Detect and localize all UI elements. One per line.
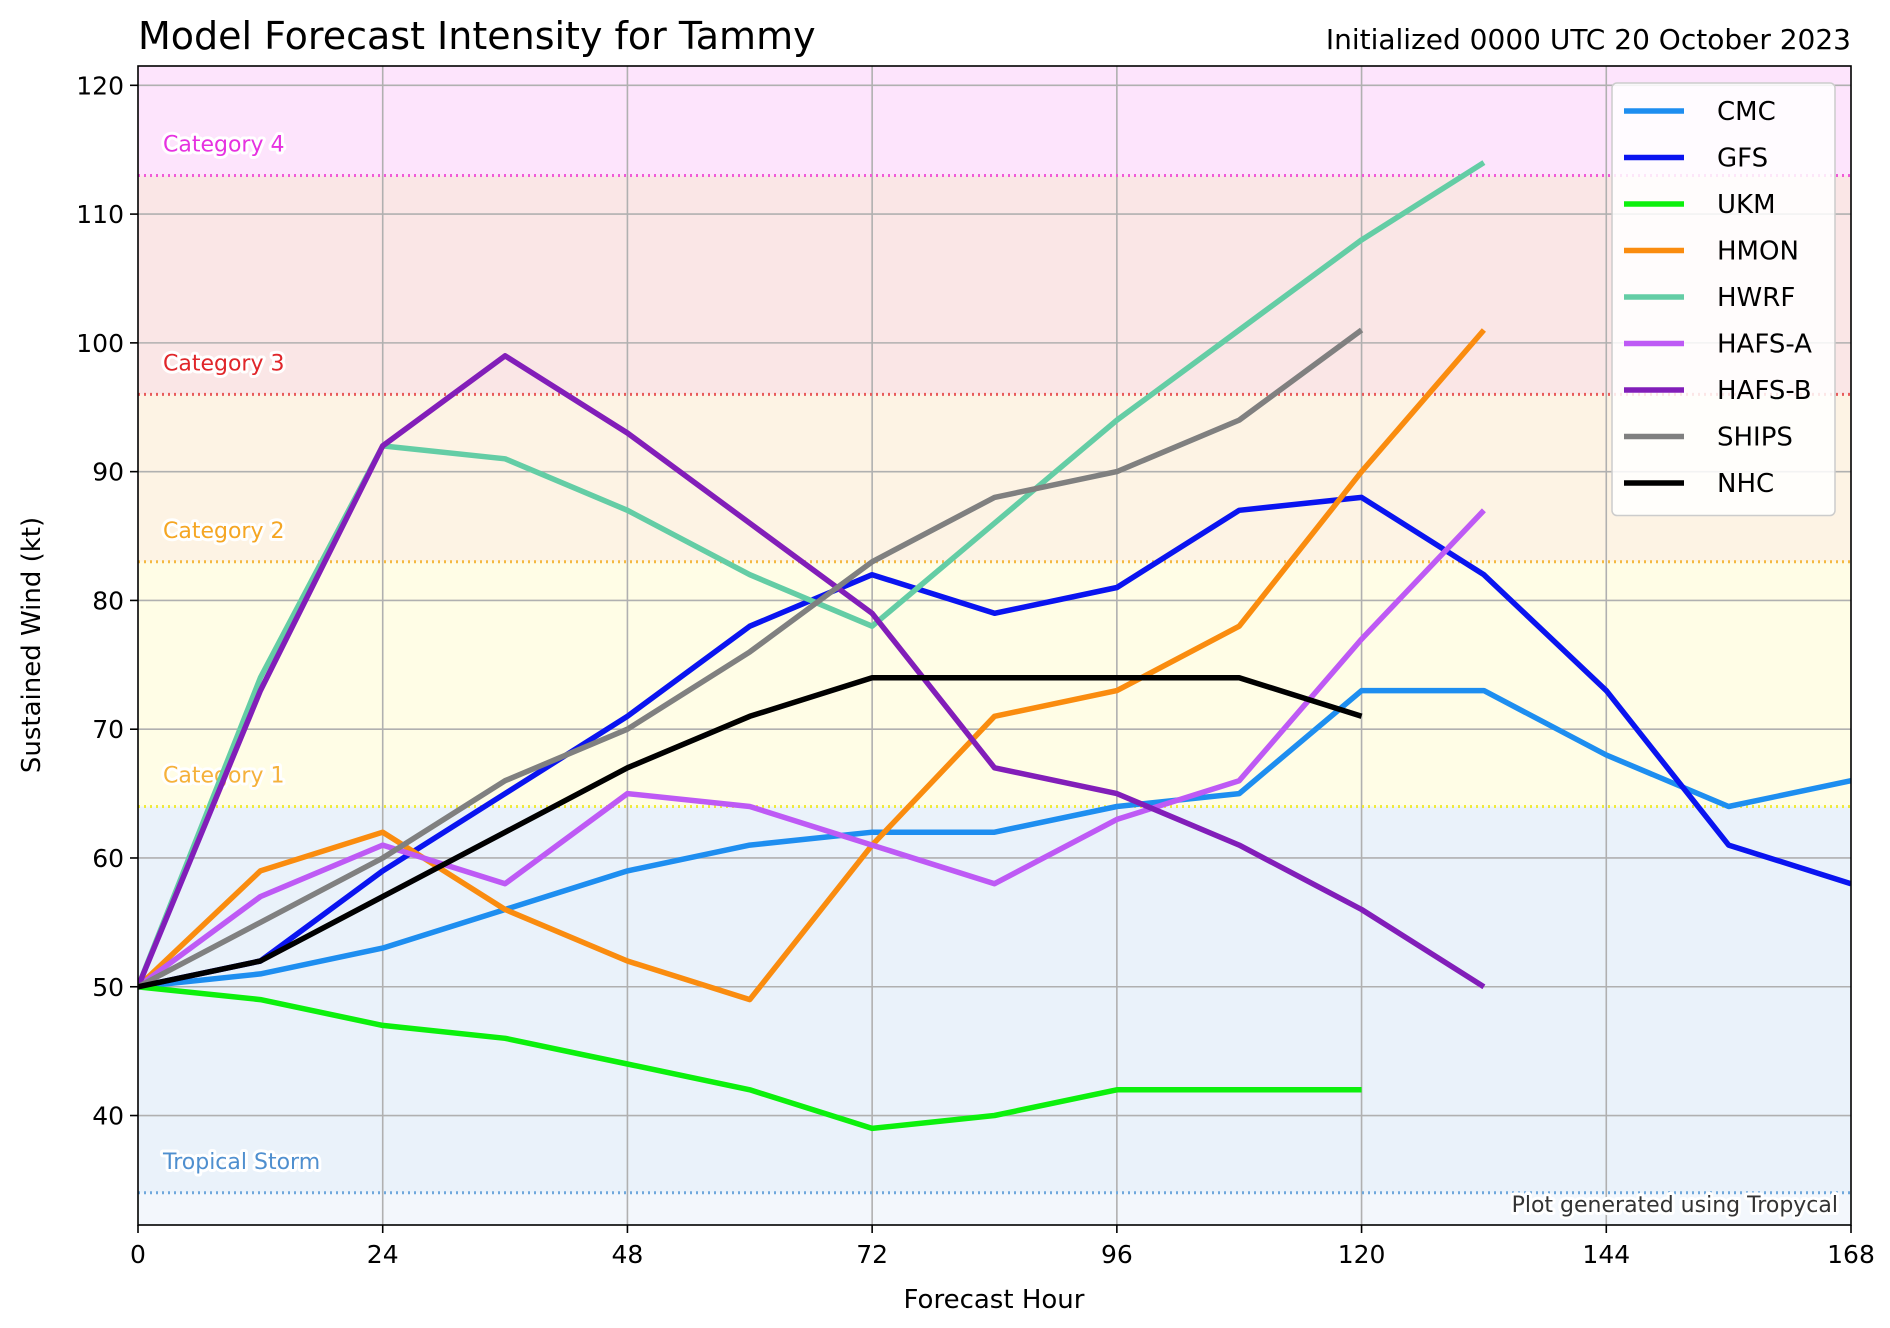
x-tick-label-168: 168	[1827, 1240, 1875, 1269]
y-axis-ticks: 40 50 60 70 80 90 100 110 120	[76, 71, 138, 1131]
band-label-category-4: Category 4	[163, 132, 284, 157]
band-label-tropical-storm: Tropical Storm	[162, 1150, 320, 1175]
x-tick-label-0: 0	[130, 1240, 146, 1269]
y-tick-label-50: 50	[92, 973, 124, 1002]
legend-label-nhc: NHC	[1717, 469, 1774, 499]
band-category-3	[138, 175, 1851, 395]
y-tick-label-110: 110	[76, 200, 124, 229]
series-hafs-a	[138, 508, 1486, 990]
y-tick-label-80: 80	[92, 586, 124, 615]
y-tick-label-70: 70	[92, 715, 124, 744]
series-hafs-b	[138, 353, 1486, 990]
x-tick-label-144: 144	[1582, 1240, 1630, 1269]
x-tick-label-120: 120	[1338, 1240, 1386, 1269]
y-tick-label-100: 100	[76, 329, 124, 358]
band-label-category-2: Category 2	[163, 519, 284, 544]
series-nhc	[138, 674, 1363, 990]
category-bands	[138, 66, 1851, 1225]
credit-text: Plot generated using Tropycal	[1512, 1193, 1838, 1218]
band-category-4	[138, 66, 1851, 176]
series-gfs	[138, 494, 1851, 990]
legend-box	[1611, 82, 1836, 517]
series-hmon	[138, 328, 1486, 1003]
legend-label-ukm: UKM	[1717, 190, 1776, 220]
x-tick-label-96: 96	[1101, 1240, 1133, 1269]
legend-label-hwrf: HWRF	[1717, 283, 1795, 313]
series-cmc	[138, 687, 1851, 990]
band-category-2	[138, 394, 1851, 562]
band-label-category-3: Category 3	[163, 351, 284, 376]
legend-label-cmc: CMC	[1717, 97, 1776, 127]
y-axis-label: Sustained Wind (kt)	[17, 517, 47, 773]
chart-subtitle: Initialized 0000 UTC 20 October 2023	[1326, 23, 1851, 56]
y-tick-label-60: 60	[92, 844, 124, 873]
legend: CMC GFS UKM HMON HWRF HAFS-A HAFS-B SHIPS NHC	[1611, 82, 1836, 517]
series-ships	[138, 327, 1364, 990]
band-tropical-storm	[138, 806, 1851, 1193]
chart-title: Model Forecast Intensity for Tammy	[138, 14, 816, 58]
band-below-ts	[138, 1192, 1851, 1225]
legend-label-hmon: HMON	[1717, 237, 1799, 267]
x-tick-label-48: 48	[612, 1240, 644, 1269]
legend-label-hafs-b: HAFS-B	[1717, 376, 1812, 406]
plot-frame	[137, 65, 1852, 1226]
series-lines	[138, 160, 1851, 1132]
legend-label-gfs: GFS	[1717, 144, 1768, 174]
x-axis-label: Forecast Hour	[904, 1285, 1085, 1315]
legend-label-hafs-a: HAFS-A	[1717, 330, 1812, 360]
y-tick-label-90: 90	[92, 458, 124, 487]
series-ukm	[138, 984, 1362, 1132]
x-tick-label-24: 24	[367, 1240, 399, 1269]
x-tick-label-72: 72	[856, 1240, 888, 1269]
legend-label-ships: SHIPS	[1717, 423, 1793, 453]
y-tick-label-120: 120	[76, 71, 124, 100]
x-axis-ticks: 0 24 48 72 96 120 144 168	[130, 1225, 1875, 1269]
y-tick-label-40: 40	[92, 1102, 124, 1131]
